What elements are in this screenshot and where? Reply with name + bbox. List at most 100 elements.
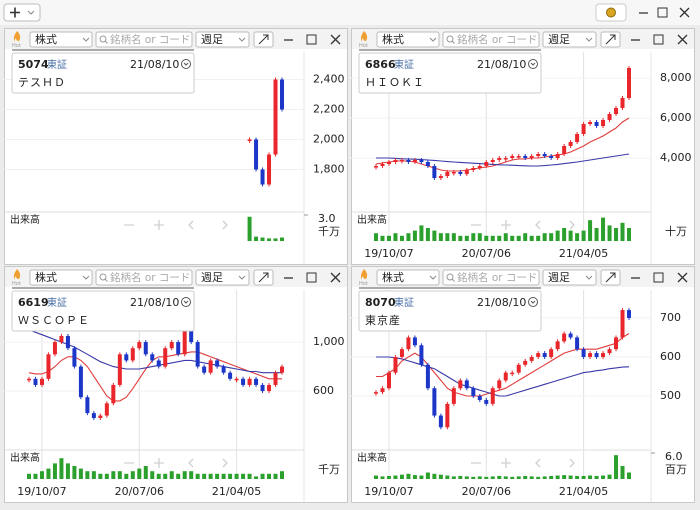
- search-box[interactable]: [442, 31, 540, 48]
- volume-bar: [555, 475, 560, 479]
- candle: [176, 342, 181, 355]
- candle: [65, 335, 70, 349]
- candle: [464, 380, 469, 389]
- market-select[interactable]: [29, 269, 93, 286]
- maximize-icon[interactable]: [657, 7, 668, 18]
- period-select-text[interactable]: 週足: [201, 33, 223, 46]
- y-tick-label: 600: [660, 350, 681, 363]
- exchange: 東証: [47, 58, 67, 71]
- volume-bar: [380, 235, 385, 241]
- volume-bar: [406, 473, 411, 479]
- volume-bar: [267, 473, 272, 479]
- add-button[interactable]: [3, 3, 41, 22]
- moving-average-line: [28, 329, 282, 374]
- x-tick-label: 20/07/06: [462, 247, 511, 260]
- candle: [601, 120, 606, 126]
- volume-bar: [228, 473, 233, 479]
- chart-controls[interactable]: [124, 220, 228, 230]
- close-icon[interactable]: [330, 34, 341, 45]
- period-select[interactable]: [195, 269, 250, 286]
- expand-icon[interactable]: [181, 297, 191, 307]
- volume-bar: [419, 225, 424, 241]
- maximize-icon[interactable]: [653, 272, 664, 283]
- volume-bar: [419, 475, 424, 479]
- volume-bar: [137, 468, 142, 479]
- search-box[interactable]: [95, 269, 193, 286]
- maximize-icon[interactable]: [306, 34, 317, 45]
- close-icon[interactable]: [677, 272, 688, 283]
- moving-average-line: [376, 153, 630, 167]
- volume-bar: [458, 235, 463, 241]
- search-placeholder[interactable]: 銘柄名 or コード: [110, 33, 190, 46]
- candle: [549, 156, 554, 158]
- search-placeholder[interactable]: 銘柄名 or コード: [110, 271, 190, 284]
- candle: [241, 378, 246, 385]
- volume-bar: [374, 475, 378, 479]
- candle: [221, 366, 226, 373]
- period-select[interactable]: [542, 31, 597, 48]
- candle: [117, 354, 122, 385]
- volume-unit: 千万: [318, 463, 340, 476]
- expand-icon[interactable]: [528, 297, 538, 307]
- search-icon: [99, 35, 107, 43]
- volume-bar: [581, 475, 586, 479]
- candle: [280, 366, 284, 373]
- chart-controls[interactable]: [124, 458, 228, 468]
- search-icon: [104, 278, 108, 282]
- date: 21/08/10: [477, 296, 526, 309]
- volume-bar: [503, 233, 508, 241]
- date: 21/08/10: [477, 58, 526, 71]
- search-box[interactable]: [95, 31, 193, 48]
- market-select[interactable]: [376, 269, 440, 286]
- candle: [451, 388, 456, 404]
- expand-icon: [530, 300, 536, 304]
- volume-bar: [516, 476, 521, 479]
- chart-controls[interactable]: [471, 458, 575, 468]
- volume-bar: [267, 238, 272, 241]
- volume-bar: [111, 471, 116, 479]
- volume-bar: [215, 473, 220, 479]
- candle: [503, 372, 508, 381]
- expand-icon[interactable]: [528, 59, 538, 69]
- period-select[interactable]: [542, 269, 597, 286]
- market-select[interactable]: [376, 31, 440, 48]
- candle: [267, 384, 272, 392]
- market-select-text[interactable]: 株式: [35, 32, 57, 46]
- search-icon: [451, 278, 455, 282]
- close-icon[interactable]: [677, 34, 688, 45]
- chart-controls[interactable]: [471, 220, 575, 230]
- candle: [399, 160, 404, 162]
- volume-bar: [581, 230, 586, 241]
- period-select-text[interactable]: 週足: [201, 271, 223, 284]
- period-select-text[interactable]: 週足: [548, 271, 570, 284]
- volume-bar: [374, 233, 378, 241]
- search-box[interactable]: [442, 269, 540, 286]
- candle: [46, 354, 51, 379]
- candle: [516, 156, 521, 158]
- close-icon[interactable]: [330, 272, 341, 283]
- volume-bar: [464, 235, 469, 241]
- volume-bar: [594, 228, 599, 241]
- candle: [549, 349, 554, 357]
- stock-code: 6619: [18, 296, 49, 309]
- x-tick-label: 19/10/07: [17, 485, 66, 498]
- market-select-text[interactable]: 株式: [382, 32, 404, 46]
- market-select-text[interactable]: 株式: [382, 270, 404, 284]
- maximize-icon[interactable]: [306, 272, 317, 283]
- expand-icon[interactable]: [181, 59, 191, 69]
- search-placeholder[interactable]: 銘柄名 or コード: [457, 271, 537, 284]
- maximize-icon[interactable]: [653, 34, 664, 45]
- candle: [594, 353, 599, 357]
- search-placeholder[interactable]: 銘柄名 or コード: [457, 33, 537, 46]
- period-select[interactable]: [195, 31, 250, 48]
- candle: [477, 396, 482, 400]
- period-select-text[interactable]: 週足: [548, 33, 570, 46]
- volume-bar: [78, 468, 83, 479]
- close-icon[interactable]: [679, 7, 690, 18]
- market-select-text[interactable]: 株式: [35, 270, 57, 284]
- market-select[interactable]: [29, 31, 93, 48]
- volume-bar: [503, 476, 508, 479]
- volume-unit: 百万: [665, 463, 687, 476]
- add-button-box[interactable]: [3, 3, 41, 22]
- volume-bar: [273, 238, 278, 241]
